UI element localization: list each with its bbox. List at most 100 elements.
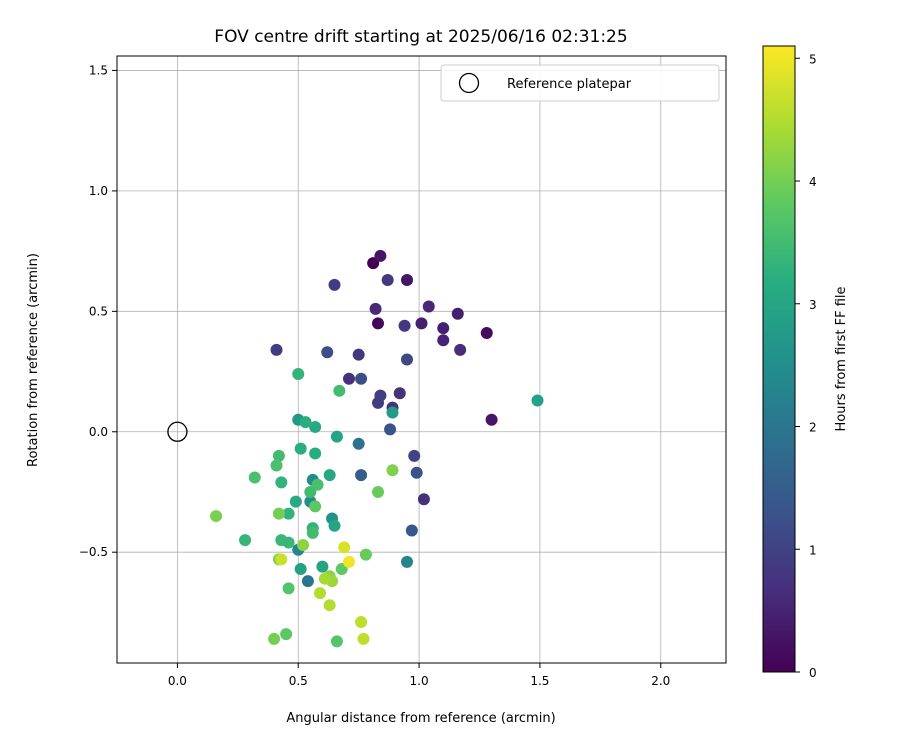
x-tick-label: 1.0 <box>410 674 429 688</box>
colorbar-tick-label: 2 <box>809 421 817 435</box>
data-point <box>410 466 423 479</box>
data-point <box>272 507 285 520</box>
data-point <box>292 367 305 380</box>
data-point <box>355 616 368 629</box>
data-point <box>275 553 288 566</box>
y-tick-label: 0.5 <box>89 304 108 318</box>
data-point <box>314 587 326 600</box>
data-point <box>352 437 365 450</box>
data-point <box>437 334 450 347</box>
data-point <box>485 413 498 426</box>
data-point <box>282 507 295 520</box>
x-tick-label: 1.5 <box>530 674 549 688</box>
y-tick-label: −0.5 <box>79 545 108 559</box>
data-point <box>408 449 421 462</box>
data-point <box>297 538 310 551</box>
data-point <box>333 384 346 397</box>
data-point <box>386 464 399 477</box>
data-point <box>357 632 370 645</box>
data-point <box>275 476 288 489</box>
data-point <box>372 317 384 330</box>
data-point <box>282 582 295 595</box>
data-point <box>328 278 341 291</box>
data-point <box>299 416 312 429</box>
data-point <box>330 635 343 648</box>
data-point <box>355 469 368 482</box>
data-point <box>355 372 368 385</box>
data-point <box>309 447 322 460</box>
colorbar: 0 1 2 3 4 5 Hours from first FF file <box>762 45 849 680</box>
x-axis-ticks: 0.0 0.5 1.0 1.5 2.0 <box>168 663 670 688</box>
colorbar-tick-label: 1 <box>809 543 817 557</box>
data-point <box>401 274 413 287</box>
data-point <box>343 555 355 568</box>
data-point <box>338 541 351 554</box>
colorbar-label: Hours from first FF file <box>834 286 849 431</box>
grid-lines <box>117 56 726 663</box>
data-point <box>398 319 411 332</box>
data-point <box>306 526 319 539</box>
data-point <box>316 560 329 573</box>
data-point <box>343 372 355 385</box>
data-point <box>531 394 544 407</box>
data-point <box>369 302 382 315</box>
data-point <box>384 423 397 436</box>
reference-point <box>167 421 188 442</box>
legend-reference-marker <box>458 72 480 94</box>
data-point <box>330 430 343 443</box>
data-point <box>270 459 283 472</box>
y-axis-label: Rotation from reference (arcmin) <box>26 253 41 467</box>
reference-marker <box>167 421 188 442</box>
data-point <box>309 500 322 513</box>
y-tick-label: 1.5 <box>89 63 108 77</box>
data-point <box>318 572 331 585</box>
data-point <box>321 346 334 359</box>
legend-box <box>440 64 720 102</box>
data-point <box>294 442 307 455</box>
data-point <box>480 327 493 340</box>
data-point <box>280 628 293 641</box>
data-point <box>328 519 341 532</box>
x-tick-label: 2.0 <box>651 674 670 688</box>
data-point <box>239 534 252 547</box>
chart-title: FOV centre drift starting at 2025/06/16 … <box>214 27 627 47</box>
data-point <box>372 396 384 409</box>
data-point <box>422 300 435 313</box>
data-point <box>301 575 314 588</box>
data-point <box>372 485 384 498</box>
data-point <box>311 478 324 491</box>
data-point <box>454 343 467 356</box>
data-point <box>289 495 302 508</box>
data-point <box>381 274 394 287</box>
colorbar-tick-label: 3 <box>809 298 817 312</box>
data-point <box>352 348 365 361</box>
y-axis-ticks: −0.5 0.0 0.5 1.0 1.5 <box>79 63 117 559</box>
colorbar-gradient <box>762 45 796 673</box>
data-point <box>272 449 285 462</box>
colorbar-tick-label: 4 <box>809 175 817 189</box>
data-point <box>268 632 281 645</box>
data-point <box>374 249 387 262</box>
data-point <box>415 317 428 330</box>
scatter-points <box>210 249 544 648</box>
data-point <box>294 563 307 576</box>
y-tick-label: 0.0 <box>89 425 108 439</box>
plot-frame <box>116 55 727 664</box>
y-tick-label: 1.0 <box>89 184 108 198</box>
data-point <box>323 469 336 482</box>
data-point <box>451 307 464 320</box>
data-point <box>210 510 223 523</box>
colorbar-tick-label: 5 <box>809 52 817 66</box>
colorbar-ticks: 0 1 2 3 4 5 <box>795 52 817 680</box>
x-tick-label: 0.5 <box>289 674 308 688</box>
data-point <box>401 353 413 366</box>
data-point <box>393 387 406 400</box>
data-point <box>401 555 413 568</box>
data-point <box>437 322 450 335</box>
data-point <box>386 406 399 419</box>
colorbar-tick-label: 0 <box>809 666 817 680</box>
x-tick-label: 0.0 <box>168 674 187 688</box>
data-point <box>405 524 418 537</box>
x-axis-label: Angular distance from reference (arcmin) <box>286 711 555 726</box>
